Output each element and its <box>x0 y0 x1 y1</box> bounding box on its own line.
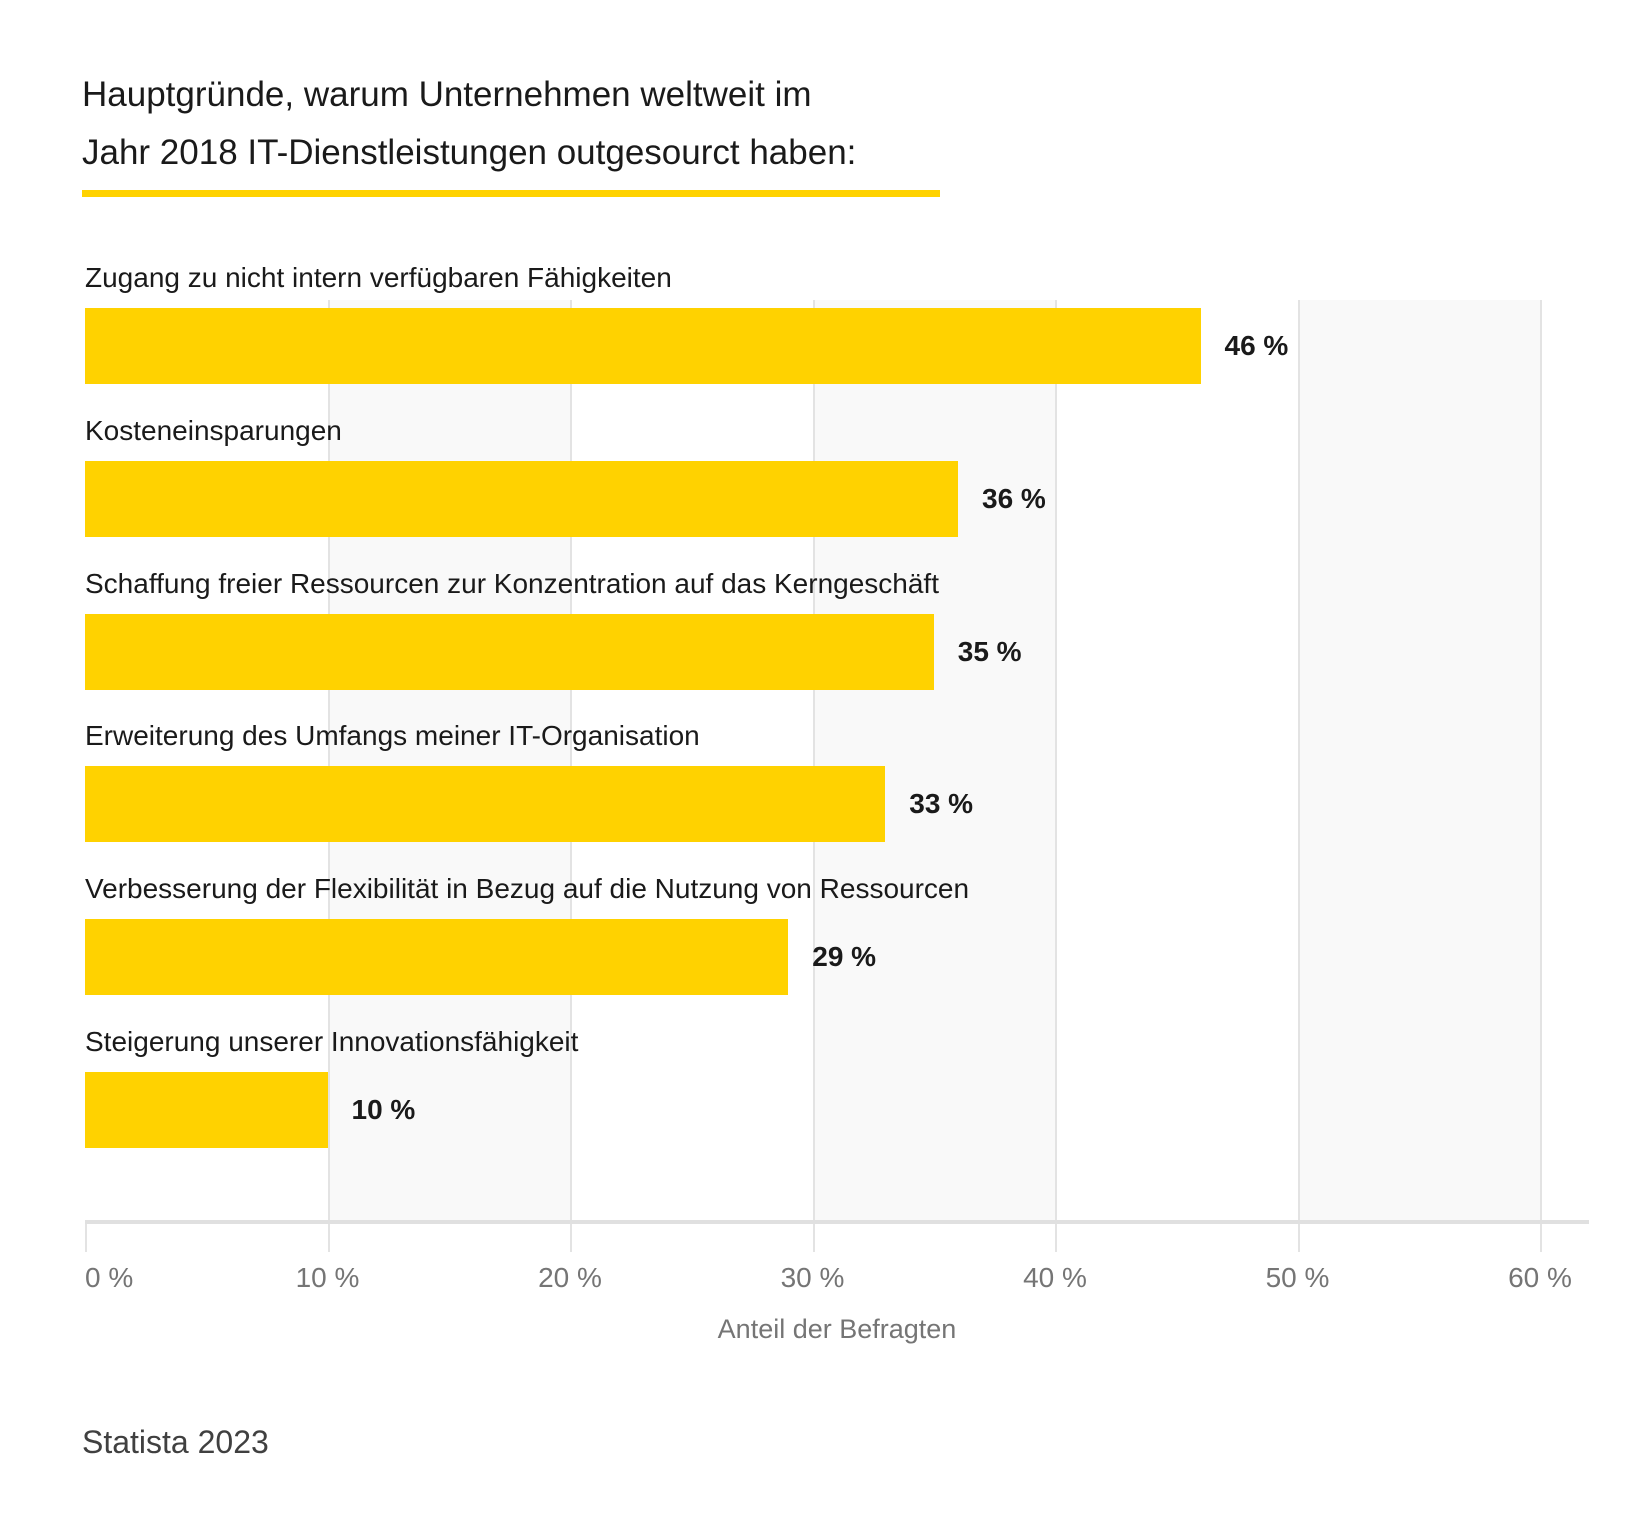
axis-tick <box>327 1224 330 1252</box>
source-note: Statista 2023 <box>82 1424 269 1460</box>
bar <box>85 308 1201 384</box>
axis-tick-label: 60 % <box>1508 1262 1572 1293</box>
title-underline-accent <box>82 190 940 197</box>
axis-tick-label: 20 % <box>538 1262 602 1293</box>
axis-tick-label: 50 % <box>1265 1262 1330 1293</box>
axis-tick-label: 10 % <box>295 1262 360 1293</box>
gridline <box>1297 300 1300 1220</box>
gridline <box>570 300 572 1220</box>
bar-value-label: 46 % <box>1224 330 1289 361</box>
bar <box>85 1072 328 1148</box>
bar <box>85 919 789 996</box>
bar-value-label: 29 % <box>812 941 877 973</box>
bar-category-label: Kosteneinsparungen <box>85 414 342 446</box>
x-axis-title: Anteil der Befragten <box>717 1314 957 1344</box>
axis-tick <box>1297 1224 1300 1252</box>
gridline <box>1055 300 1057 1220</box>
bar <box>85 766 886 843</box>
background-band <box>327 300 570 1220</box>
background-band <box>812 300 1055 1220</box>
bar-category-label: Steigerung unserer Innovationsfähigkeit <box>85 1026 579 1057</box>
axis-tick-label: 30 % <box>780 1262 845 1293</box>
gridline <box>1540 300 1542 1220</box>
gridline <box>327 300 330 1220</box>
axis-tick-label: 40 % <box>1023 1262 1087 1293</box>
bar <box>85 613 934 690</box>
bar-value-label: 35 % <box>957 635 1022 667</box>
x-axis-line <box>85 1220 1589 1224</box>
axis-tick <box>812 1224 815 1252</box>
chart-title-line-2: Jahr 2018 IT-Dienstleistungen outgesourc… <box>82 133 857 172</box>
plot-area: Zugang zu nicht intern verfügbaren Fähig… <box>85 262 1589 1220</box>
axis-tick <box>85 1224 87 1252</box>
bar-value-label: 33 % <box>909 788 974 820</box>
axis-tick <box>570 1224 572 1252</box>
gridline <box>812 300 815 1220</box>
chart-title: Hauptgründe, warum Unternehmen weltweit … <box>82 66 856 182</box>
chart-title-line-1: Hauptgründe, warum Unternehmen weltweit … <box>82 75 812 114</box>
background-band <box>1297 300 1540 1220</box>
axis-tick <box>1540 1224 1542 1252</box>
bar-category-label: Schaffung freier Ressourcen zur Konzentr… <box>85 567 939 599</box>
x-axis: 0 % 10 % 20 % 30 % 40 % 50 % 60 % <box>85 1224 1589 1324</box>
axis-tick-label: 0 % <box>85 1262 134 1293</box>
bar-value-label: 10 % <box>351 1094 416 1125</box>
axis-tick <box>1055 1224 1057 1252</box>
bar-category-label: Zugang zu nicht intern verfügbaren Fähig… <box>85 262 672 293</box>
bar-category-label: Erweiterung des Umfangs meiner IT-Organi… <box>85 720 700 752</box>
bar-value-label: 36 % <box>982 482 1046 514</box>
bar-category-label: Verbesserung der Flexibilität in Bezug a… <box>85 873 970 905</box>
bar <box>85 460 958 537</box>
